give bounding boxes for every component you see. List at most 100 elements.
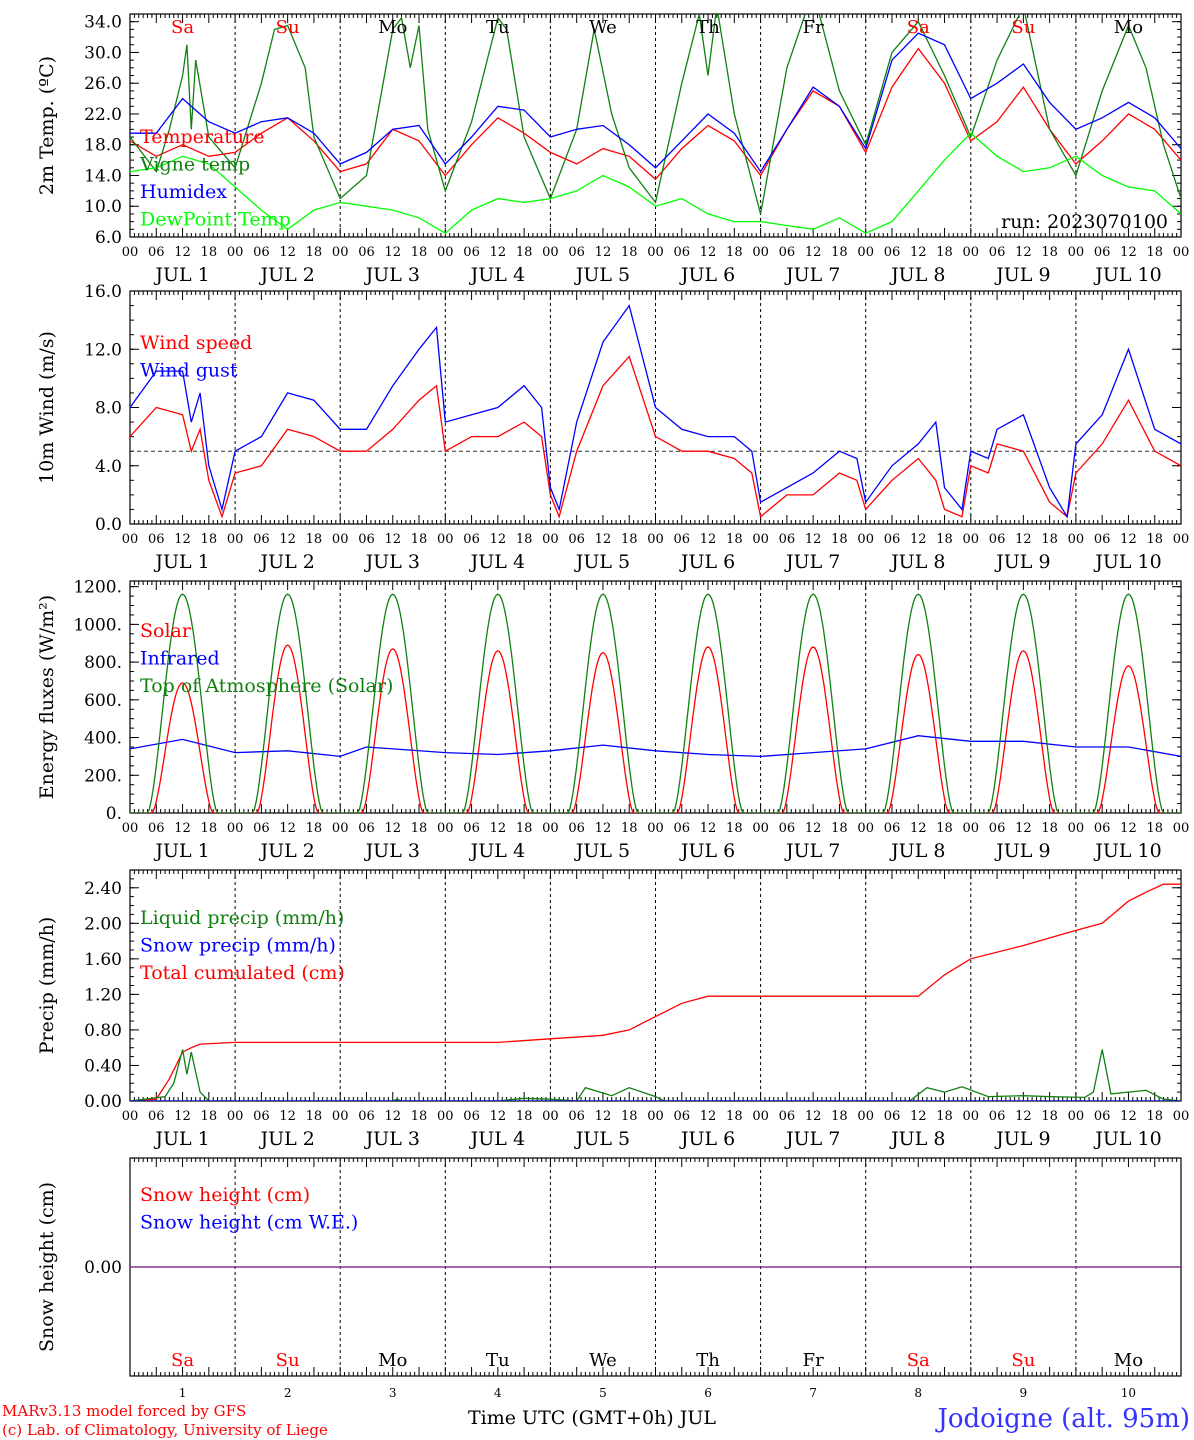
day-date-label: JUL 2 [258,264,314,286]
hour-tick-label: 18 [411,1109,428,1124]
day-number-label: 1 [179,1386,187,1400]
hour-tick-label: 12 [1015,1109,1032,1124]
y-tick-label: 26.0 [84,74,122,94]
hour-tick-label: 12 [1015,245,1032,260]
hour-tick-label: 00 [752,532,769,547]
hour-tick-label: 18 [411,245,428,260]
y-tick-label: 2.00 [84,914,122,934]
y-tick-label: 30.0 [84,43,122,63]
day-date-label: JUL 1 [153,264,209,286]
day-of-week-label: Fr [803,17,824,38]
hour-tick-label: 18 [411,821,428,836]
y-tick-label: 1.60 [84,950,122,970]
time-axis-label: Time UTC (GMT+0h) JUL [468,1407,716,1429]
day-date-label: JUL 7 [784,1128,840,1150]
hour-tick-label: 00 [1068,245,1085,260]
day-date-label: JUL 5 [574,264,630,286]
day-date-label: JUL 1 [153,1128,209,1150]
hour-tick-label: 00 [227,1109,244,1124]
y-tick-label: 2.40 [84,879,122,899]
legend-entry: Wind speed [140,332,252,354]
day-date-label: JUL 6 [679,1128,735,1150]
hour-tick-label: 06 [148,245,165,260]
hour-tick-label: 06 [253,532,270,547]
legend-entry: Liquid precip (mm/h) [140,907,344,929]
station-label: Jodoigne (alt. 95m) [934,1404,1190,1434]
series-infrared [130,735,1181,758]
day-of-week-label: Mo [1114,17,1143,38]
hour-tick-label: 06 [568,245,585,260]
hour-tick-label: 00 [542,1109,559,1124]
day-of-week-label: Tu [486,17,510,38]
hour-tick-label: 12 [174,245,191,260]
hour-tick-label: 18 [621,821,638,836]
hour-tick-label: 00 [437,245,454,260]
hour-tick-label: 12 [595,532,612,547]
hour-tick-label: 12 [384,821,401,836]
hour-tick-label: 06 [989,532,1006,547]
hour-tick-label: 00 [542,532,559,547]
series-dewpoint-temp [130,132,1181,234]
hour-tick-label: 00 [1173,1109,1190,1124]
hour-tick-label: 00 [122,245,139,260]
hour-tick-label: 00 [963,821,980,836]
day-date-label: JUL 4 [469,264,525,286]
day-date-label: JUL 10 [1093,551,1161,573]
hour-tick-label: 18 [516,821,533,836]
y-tick-label: 22.0 [84,105,122,125]
day-date-label: JUL 7 [784,551,840,573]
hour-tick-label: 00 [963,1109,980,1124]
day-date-label: JUL 8 [889,264,945,286]
hour-tick-label: 18 [306,532,323,547]
hour-tick-label: 00 [332,1109,349,1124]
day-date-label: JUL 4 [469,840,525,862]
day-date-label: JUL 5 [574,551,630,573]
hour-tick-label: 00 [752,821,769,836]
hour-tick-label: 00 [647,532,664,547]
hour-tick-label: 18 [201,1109,218,1124]
hour-tick-label: 06 [884,532,901,547]
hour-tick-label: 06 [779,532,796,547]
hour-tick-label: 00 [227,532,244,547]
legend-entry: Top of Atmosphere (Solar) [140,675,393,697]
day-of-week-label: Tu [486,1350,510,1371]
day-date-label: JUL 6 [679,551,735,573]
panel-snow: 0.00 Snow height (cm) Snow height (cm) Snow… [36,1157,1182,1400]
legend-entry: DewPoint Temp [140,209,291,231]
hour-tick-label: 12 [174,532,191,547]
hour-tick-label: 06 [568,1109,585,1124]
legend-entry: Vigne temp [139,154,250,176]
day-date-label: JUL 3 [364,840,420,862]
day-date-label: JUL 2 [258,551,314,573]
hour-tick-label: 18 [936,821,953,836]
hour-tick-label: 18 [831,1109,848,1124]
legend-entry: Total cumulated (cm) [140,962,345,984]
hour-tick-label: 12 [279,821,296,836]
hour-tick-label: 12 [910,245,927,260]
hour-tick-label: 00 [647,1109,664,1124]
y-tick-label: 16.0 [84,282,122,302]
hour-tick-label: 12 [700,821,717,836]
day-of-week-label: We [589,1350,617,1371]
hour-tick-label: 12 [805,1109,822,1124]
series-top-of-atmosphere-solar- [130,593,1181,813]
day-date-label: JUL 7 [784,264,840,286]
hour-tick-label: 12 [279,532,296,547]
hour-tick-label: 00 [122,1109,139,1124]
y-tick-label: 0.0 [95,515,122,535]
series-liquid-precip-mm-h- [130,1049,1181,1101]
hour-tick-label: 06 [253,1109,270,1124]
legend-entry: Snow height (cm W.E.) [140,1212,358,1234]
hour-tick-label: 18 [621,245,638,260]
hour-tick-label: 00 [332,245,349,260]
day-date-label: JUL 9 [994,840,1050,862]
hour-tick-label: 18 [936,245,953,260]
hour-tick-label: 12 [384,532,401,547]
hour-tick-label: 00 [857,532,874,547]
hour-tick-label: 12 [805,532,822,547]
panel-precip: 0.00 0.40 0.80 1.20 1.60 2.00 2.40 Precip (mm/h… [36,869,1190,1150]
day-date-label: JUL 9 [994,1128,1050,1150]
day-date-label: JUL 5 [574,840,630,862]
hour-tick-label: 06 [358,821,375,836]
hour-tick-label: 06 [148,532,165,547]
